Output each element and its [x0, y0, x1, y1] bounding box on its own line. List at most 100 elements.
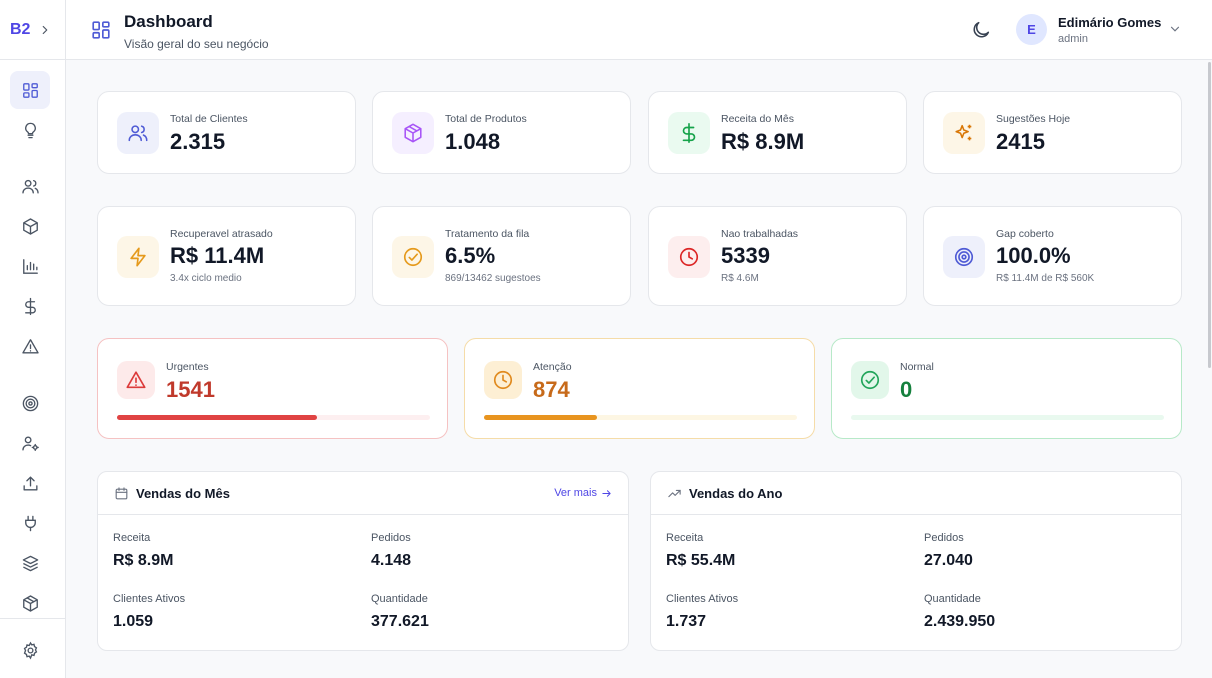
priority-label: Normal	[900, 361, 934, 373]
see-more-label: Ver mais	[554, 487, 597, 499]
user-gear-icon	[21, 435, 39, 451]
stat-icon-box	[668, 112, 710, 154]
priority-card-normal[interactable]: Normal 0	[831, 338, 1182, 439]
sidebar-item-reports[interactable]	[10, 247, 50, 285]
priority-value: 874	[533, 377, 570, 402]
stat-card-suggestions-today: Sugestões Hoje 2415	[923, 91, 1182, 174]
avatar[interactable]: E	[1016, 14, 1047, 45]
arrow-right-icon	[602, 489, 611, 497]
stat-card-recoverable-overdue: Recuperavel atrasado R$ 11.4M 3.4x ciclo…	[97, 206, 356, 306]
target-icon	[954, 247, 974, 267]
sales-year-card: Vendas do Ano Receita R$ 55.4M Pedidos 2…	[650, 471, 1182, 651]
stat-card-monthly-revenue: Receita do Mês R$ 8.9M	[648, 91, 907, 174]
stat-label: Total de Produtos	[445, 113, 527, 125]
stat-icon-box	[117, 112, 159, 154]
sales-year-title: Vendas do Ano	[689, 486, 783, 501]
sidebar-item-alerts[interactable]	[10, 327, 50, 365]
users-icon	[128, 125, 148, 142]
stat-value: 1.048	[445, 129, 501, 154]
see-more-link[interactable]: Ver mais	[554, 487, 612, 499]
bar-chart-icon	[22, 258, 38, 274]
stat-value: 6.5%	[445, 243, 496, 268]
stat-label: Sugestões Hoje	[996, 113, 1071, 125]
check-circle-icon	[403, 247, 423, 267]
metric-label: Pedidos	[924, 532, 964, 544]
sidebar-item-upload[interactable]	[10, 464, 50, 502]
stat-icon-box	[392, 112, 434, 154]
priority-icon-box	[484, 361, 522, 399]
box-icon	[404, 123, 422, 143]
stat-card-queue-treatment: Tratamento da fila 6.5% 869/13462 sugest…	[372, 206, 631, 306]
sidebar-item-goals[interactable]	[10, 384, 50, 422]
metric-value: 1.737	[666, 613, 707, 630]
scrollbar[interactable]	[1208, 62, 1211, 368]
sidebar-item-suggestions[interactable]	[10, 111, 50, 149]
box-icon	[22, 217, 38, 235]
stat-icon-box	[668, 236, 710, 278]
metric-value: 27.040	[924, 552, 973, 569]
priority-card-urgent[interactable]: Urgentes 1541	[97, 338, 448, 439]
plug-icon	[24, 515, 36, 531]
grid-icon	[92, 21, 110, 39]
sparkles-icon	[955, 124, 972, 141]
stat-subtext: R$ 11.4M de R$ 560K	[996, 273, 1095, 284]
sidebar-item-packages[interactable]	[10, 584, 50, 622]
trending-up-icon	[668, 489, 681, 498]
stat-label: Nao trabalhadas	[721, 228, 799, 240]
sidebar-item-user-settings[interactable]	[10, 424, 50, 462]
priority-progress-fill	[484, 415, 597, 420]
top-header: Dashboard Visão geral do seu negócio E E…	[66, 0, 1212, 60]
users-icon	[21, 179, 39, 194]
page-subtitle: Visão geral do seu negócio	[124, 37, 269, 51]
stat-value: R$ 11.4M	[170, 243, 265, 268]
sidebar-item-products[interactable]	[10, 207, 50, 245]
sidebar-item-layers[interactable]	[10, 544, 50, 582]
priority-progress-track	[851, 415, 1164, 420]
stat-card-total-clients: Total de Clientes 2.315	[97, 91, 356, 174]
metric-label: Clientes Ativos	[113, 593, 186, 605]
stat-card-gap-covered: Gap coberto 100.0% R$ 11.4M de R$ 560K	[923, 206, 1182, 306]
brand[interactable]: B2	[0, 0, 66, 60]
priority-label: Atenção	[533, 361, 572, 373]
stat-label: Tratamento da fila	[445, 228, 530, 240]
metric-value: 2.439.950	[924, 613, 996, 630]
metric-value: 377.621	[371, 613, 429, 630]
sidebar-item-finance[interactable]	[10, 287, 50, 325]
calendar-icon	[115, 487, 128, 500]
dollar-icon	[24, 297, 36, 315]
sidebar-item-settings[interactable]	[10, 631, 50, 669]
sidebar-item-integrations[interactable]	[10, 504, 50, 542]
upload-icon	[22, 475, 38, 491]
priority-progress-track	[484, 415, 797, 420]
sidebar-item-dashboard[interactable]	[10, 71, 50, 109]
sidebar: B2	[0, 0, 66, 678]
metric-value: R$ 55.4M	[666, 552, 736, 569]
metric-label: Pedidos	[371, 532, 411, 544]
metric-value: 4.148	[371, 552, 412, 569]
alert-triangle-icon	[21, 338, 39, 354]
stat-value: 2.315	[170, 129, 226, 154]
user-name[interactable]: Edimário Gomes	[1058, 15, 1162, 30]
stat-label: Gap coberto	[996, 228, 1054, 240]
chevron-down-icon[interactable]	[1168, 22, 1182, 36]
stat-label: Recuperavel atrasado	[170, 228, 273, 240]
metric-label: Quantidade	[371, 593, 428, 605]
stat-icon-box	[943, 112, 985, 154]
moon-icon[interactable]	[970, 19, 992, 41]
sidebar-item-clients[interactable]	[10, 167, 50, 205]
stat-icon-box	[117, 236, 159, 278]
lightbulb-icon	[24, 122, 36, 138]
chevron-right-icon[interactable]	[38, 23, 52, 37]
page-title: Dashboard	[124, 12, 213, 31]
metric-label: Quantidade	[924, 593, 981, 605]
stat-value: 100.0%	[996, 243, 1071, 268]
grid-icon	[22, 82, 38, 98]
stat-icon-box	[943, 236, 985, 278]
stat-value: R$ 8.9M	[721, 129, 805, 154]
sales-month-title: Vendas do Mês	[136, 486, 230, 501]
layers-icon	[22, 555, 38, 571]
priority-card-attention[interactable]: Atenção 874	[464, 338, 815, 439]
stat-subtext: R$ 4.6M	[721, 273, 759, 284]
priority-progress-fill	[117, 415, 318, 420]
sales-month-header: Vendas do Mês Ver mais	[98, 472, 628, 515]
